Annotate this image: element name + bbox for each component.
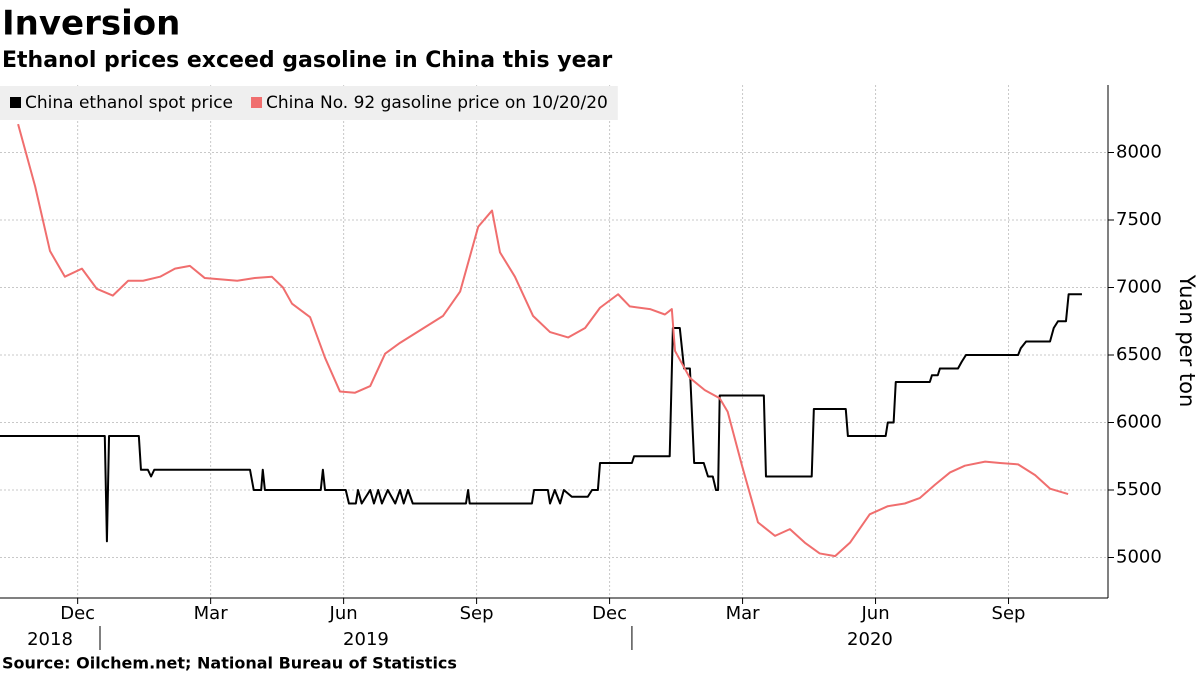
legend-swatch — [251, 97, 263, 108]
y-tick-label: 7000 — [1116, 277, 1162, 298]
chart-subtitle: Ethanol prices exceed gasoline in China … — [2, 48, 612, 73]
y-tick-label: 8000 — [1116, 142, 1162, 163]
x-tick-label: Mar — [726, 603, 761, 624]
x-tick-label: Mar — [194, 603, 229, 624]
legend-swatch — [10, 97, 21, 108]
y-axis-label: Yuan per ton — [1175, 274, 1199, 408]
legend-label: China ethanol spot price — [25, 93, 233, 113]
legend-background — [0, 86, 618, 120]
y-tick-label: 7500 — [1116, 209, 1162, 230]
y-tick-label: 5500 — [1116, 479, 1162, 500]
x-tick-label: Jun — [329, 603, 358, 624]
series-line — [17, 123, 1069, 558]
legend: China ethanol spot price China No. 92 gas… — [0, 86, 618, 120]
source: Source: Oilchem.net; National Bureau of … — [2, 654, 457, 673]
x-tick-label: Sep — [460, 603, 494, 624]
x-year-label: 2019 — [343, 629, 389, 650]
chart-title: Inversion — [2, 4, 180, 44]
x-tick-label: Sep — [992, 603, 1026, 624]
y-tick-label: 6500 — [1116, 344, 1162, 365]
x-year-label: 2020 — [847, 629, 893, 650]
y-tick-label: 6000 — [1116, 412, 1162, 433]
x-tick-label: Jun — [860, 603, 889, 624]
y-tick-label: 5000 — [1116, 547, 1162, 568]
x-year-label: 2018 — [27, 629, 73, 650]
x-tick-label: Dec — [60, 603, 95, 624]
series-line — [0, 293, 1082, 543]
x-tick-label: Dec — [592, 603, 627, 624]
legend-label: China No. 92 gasoline price on 10/20/20 — [266, 93, 608, 113]
